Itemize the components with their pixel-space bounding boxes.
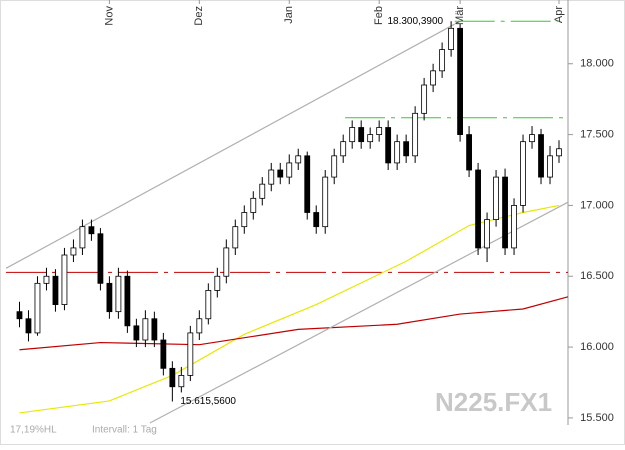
candle-body: [511, 205, 517, 249]
candle-body: [475, 169, 481, 249]
candle-body: [70, 247, 77, 256]
candle-body: [160, 339, 167, 369]
y-tick-label: 18.000: [580, 58, 614, 70]
overlay-line: [149, 201, 569, 424]
candle-body: [205, 290, 212, 320]
candle-body: [439, 49, 446, 72]
candle-body: [466, 134, 472, 171]
candle-body: [493, 176, 499, 220]
candle-body: [277, 169, 284, 178]
x-tick-label: Mär: [454, 6, 466, 25]
candle-body: [124, 275, 131, 327]
candle-body: [394, 141, 401, 164]
candle-body: [367, 134, 374, 143]
candle-body: [178, 375, 185, 388]
candle-body: [556, 148, 562, 157]
annotation: 15.615,5600: [180, 396, 236, 407]
candle-body: [349, 127, 356, 143]
x-tick-label: Dez: [193, 6, 205, 26]
candle-body: [385, 127, 392, 164]
candle-body: [61, 254, 68, 305]
candle-body: [457, 27, 463, 135]
y-tick-label: 17.500: [580, 128, 614, 140]
candle-body: [421, 84, 428, 114]
candle-body: [88, 226, 95, 235]
candle-body: [295, 155, 302, 164]
candle-body: [529, 134, 535, 143]
candle-body: [43, 275, 50, 284]
candle-body: [196, 318, 203, 334]
candle-body: [313, 212, 320, 228]
candle-body: [223, 247, 230, 277]
candle-body: [448, 27, 455, 50]
candle-body: [376, 127, 383, 135]
candle-body: [331, 155, 338, 178]
candle-body: [304, 155, 311, 213]
candle-body: [133, 325, 140, 341]
candle-body: [142, 318, 149, 341]
candle-body: [79, 226, 86, 249]
candle-body: [214, 275, 221, 291]
x-tick-label: Feb: [373, 6, 385, 25]
candle-body: [286, 162, 293, 178]
candle-body: [169, 367, 176, 388]
overlay-line: [19, 296, 569, 351]
candle-body: [151, 318, 158, 341]
x-tick-label: Jan: [283, 6, 295, 24]
candle-body: [34, 282, 41, 334]
y-tick-label: 15.500: [580, 412, 614, 424]
y-tick-label: 17.000: [580, 199, 614, 211]
candle-body: [484, 219, 490, 249]
candle-body: [16, 311, 23, 320]
y-tick-label: 16.000: [580, 341, 614, 353]
candle-body: [187, 332, 194, 376]
candle-body: [268, 169, 275, 185]
footer-interval: Intervall: 1 Tag: [92, 425, 157, 436]
candle-body: [412, 112, 419, 157]
candle-body: [241, 212, 248, 228]
candle-body: [259, 183, 266, 199]
candle-body: [403, 141, 410, 157]
candle-body: [538, 134, 544, 178]
candle-body: [520, 141, 526, 206]
candle-body: [97, 233, 104, 284]
candle-body: [232, 226, 239, 249]
candle-body: [430, 70, 437, 86]
annotation: 18.300,3900: [387, 16, 443, 27]
footer-stat: 17,19%HL: [10, 425, 57, 436]
candle-body: [250, 197, 257, 213]
y-tick-label: 16.500: [580, 270, 614, 282]
candle-body: [547, 155, 553, 178]
candle-body: [25, 318, 32, 334]
candle-body: [115, 275, 122, 313]
candle-body: [340, 141, 347, 157]
candle-body: [106, 282, 113, 313]
x-tick-label: Nov: [103, 6, 115, 26]
candle-body: [502, 176, 508, 249]
candle-body: [52, 275, 59, 305]
candle-body: [358, 127, 365, 143]
candle-body: [322, 176, 329, 228]
watermark: N225.FX1: [435, 387, 552, 417]
x-tick-label: Apr: [553, 6, 565, 23]
